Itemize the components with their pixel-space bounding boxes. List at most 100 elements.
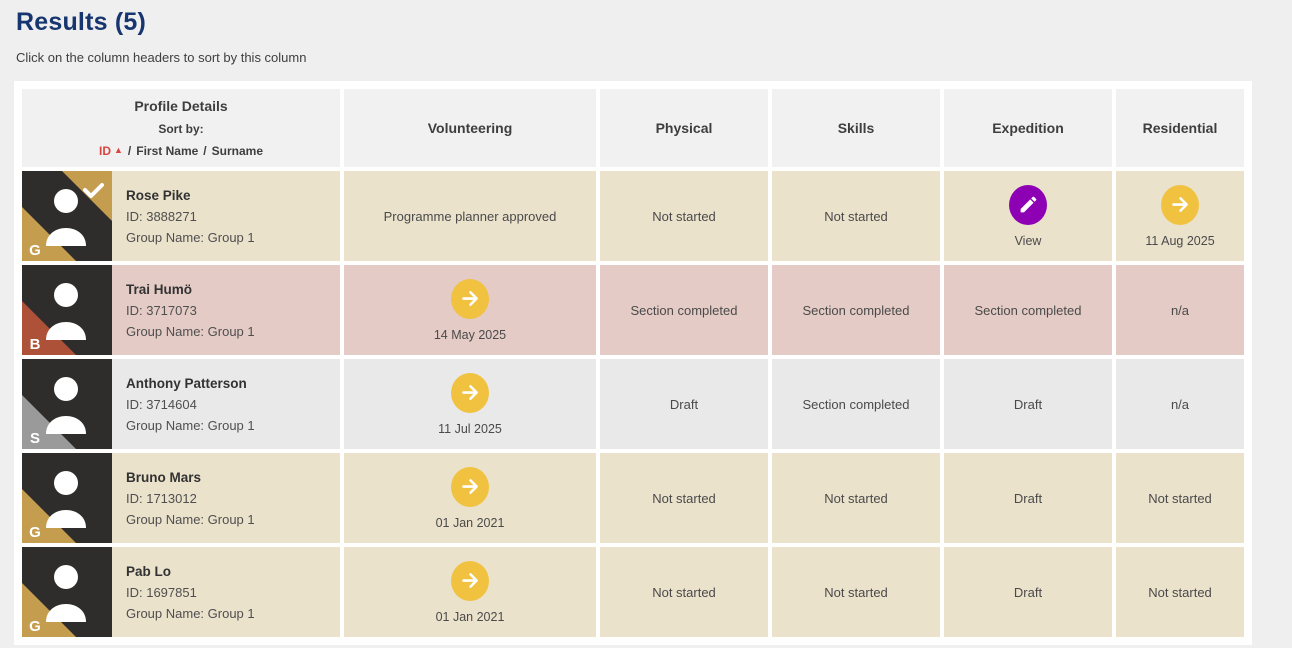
volunteering-status-cell[interactable]: 14 May 2025 [344, 265, 596, 355]
column-header-volunteering[interactable]: Volunteering [344, 89, 596, 167]
participant-id: ID: 3714604 [126, 396, 197, 412]
volunteering-status-cell[interactable]: 11 Jul 2025 [344, 359, 596, 449]
pencil-icon [1020, 196, 1036, 213]
check-icon [83, 183, 104, 198]
status-icon-label: 11 Aug 2025 [1145, 233, 1215, 248]
participant-profile-cell[interactable]: S Anthony Patterson ID: 3714604 Group Name:… [22, 359, 340, 449]
award-level-badge: G [29, 524, 41, 541]
participant-id: ID: 3888271 [126, 208, 197, 224]
participant-id: ID: 1697851 [126, 584, 197, 600]
residential-status-cell[interactable]: 11 Aug 2025 [1116, 171, 1244, 261]
volunteering-status-cell[interactable]: 01 Jan 2021 [344, 453, 596, 543]
expedition-status-cell: Section completed [944, 265, 1112, 355]
residential-status-cell: n/a [1116, 265, 1244, 355]
sort-options: ID ▲ / First Name / Surname [99, 144, 263, 158]
status-text: Programme planner approved [383, 208, 557, 224]
sort-option-id[interactable]: ID ▲ [99, 144, 123, 158]
status-text: Draft [669, 396, 699, 412]
person-icon [46, 510, 86, 528]
sort-separator: / [203, 144, 207, 158]
status-text: Draft [1013, 490, 1043, 506]
sort-id-label: ID [99, 144, 111, 158]
participant-avatar-wrap: G [22, 171, 112, 261]
go-to-section-button[interactable] [451, 560, 489, 601]
award-level-badge: S [30, 430, 40, 447]
sort-option-first-name[interactable]: First Name [136, 144, 199, 158]
status-text: Not started [652, 584, 716, 600]
volunteering-status-cell: Programme planner approved [344, 171, 596, 261]
participant-avatar-wrap: G [22, 547, 112, 637]
person-icon [54, 283, 78, 307]
status-text: Not started [652, 208, 716, 224]
residential-status-cell: Not started [1116, 547, 1244, 637]
participant-info: Pab Lo ID: 1697851 Group Name: Group 1 [112, 564, 255, 621]
participant-id: ID: 1713012 [126, 490, 197, 506]
view-button[interactable] [1009, 184, 1047, 225]
physical-status-cell: Not started [600, 547, 768, 637]
participant-name: Bruno Mars [126, 469, 202, 485]
results-table-card: Profile Details Sort by: ID ▲ / First Nam… [14, 81, 1252, 645]
award-level-badge: G [29, 242, 41, 259]
status-icon-label: 01 Jan 2021 [435, 515, 505, 530]
physical-status-cell: Not started [600, 171, 768, 261]
participant-info: Trai Humö ID: 3717073 Group Name: Group 1 [112, 282, 255, 339]
person-icon [54, 471, 78, 495]
column-header-expedition[interactable]: Expedition [944, 89, 1112, 167]
go-to-section-button[interactable] [451, 466, 489, 507]
participant-avatar: G [22, 547, 112, 637]
participant-avatar: S [22, 359, 112, 449]
skills-status-cell: Section completed [772, 265, 940, 355]
status-text: Section completed [630, 302, 738, 318]
person-icon [54, 377, 78, 401]
participant-name: Trai Humö [126, 281, 193, 297]
participant-profile-cell[interactable]: G Bruno Mars ID: 1713012 Group Name: Group … [22, 453, 340, 543]
sort-ascending-icon: ▲ [114, 145, 123, 155]
page-title: Results (5) [16, 8, 147, 36]
participant-profile-cell[interactable]: G Rose Pike ID: 3888271 Group Name: Group 1 [22, 171, 340, 261]
column-header-physical[interactable]: Physical [600, 89, 768, 167]
expedition-status-cell[interactable]: View [944, 171, 1112, 261]
participant-avatar-wrap: S [22, 359, 112, 449]
award-level-corner [22, 583, 76, 637]
column-header-skills[interactable]: Skills [772, 89, 940, 167]
participant-group: Group Name: Group 1 [126, 229, 255, 245]
approved-corner [62, 171, 112, 221]
skills-status-cell: Not started [772, 171, 940, 261]
status-icon-label: 14 May 2025 [433, 327, 507, 342]
expedition-status-cell: Draft [944, 359, 1112, 449]
participant-profile-cell[interactable]: G Pab Lo ID: 1697851 Group Name: Group 1 [22, 547, 340, 637]
participant-group: Group Name: Group 1 [126, 605, 255, 621]
status-text: Not started [652, 490, 716, 506]
go-to-section-button[interactable] [451, 278, 489, 319]
go-to-section-button[interactable] [1161, 184, 1199, 225]
award-level-corner [22, 301, 76, 355]
award-level-corner [22, 207, 76, 261]
physical-status-cell: Not started [600, 453, 768, 543]
status-text: Not started [824, 584, 888, 600]
person-icon [46, 604, 86, 622]
status-text: n/a [1170, 396, 1190, 412]
column-header-residential[interactable]: Residential [1116, 89, 1244, 167]
go-to-section-button[interactable] [451, 372, 489, 413]
award-level-corner [22, 489, 76, 543]
volunteering-status-cell[interactable]: 01 Jan 2021 [344, 547, 596, 637]
physical-status-cell: Draft [600, 359, 768, 449]
column-header-profile-details[interactable]: Profile Details Sort by: ID ▲ / First Nam… [22, 89, 340, 167]
participant-avatar: G [22, 171, 112, 261]
award-level-badge: B [30, 336, 41, 353]
participant-profile-cell[interactable]: B Trai Humö ID: 3717073 Group Name: Group 1 [22, 265, 340, 355]
arrow-right-icon [461, 573, 478, 588]
residential-status-cell: Not started [1116, 453, 1244, 543]
status-text: Not started [824, 208, 888, 224]
status-text: Section completed [974, 302, 1082, 318]
person-icon [54, 189, 78, 213]
status-icon-label: 11 Jul 2025 [438, 421, 502, 436]
participant-id: ID: 3717073 [126, 302, 197, 318]
sort-option-surname[interactable]: Surname [211, 144, 263, 158]
participant-avatar: G [22, 453, 112, 543]
status-text: Not started [1148, 490, 1212, 506]
participant-name: Pab Lo [126, 563, 172, 579]
arrow-right-icon [461, 291, 478, 306]
expedition-status-cell: Draft [944, 547, 1112, 637]
status-text: Section completed [802, 396, 910, 412]
